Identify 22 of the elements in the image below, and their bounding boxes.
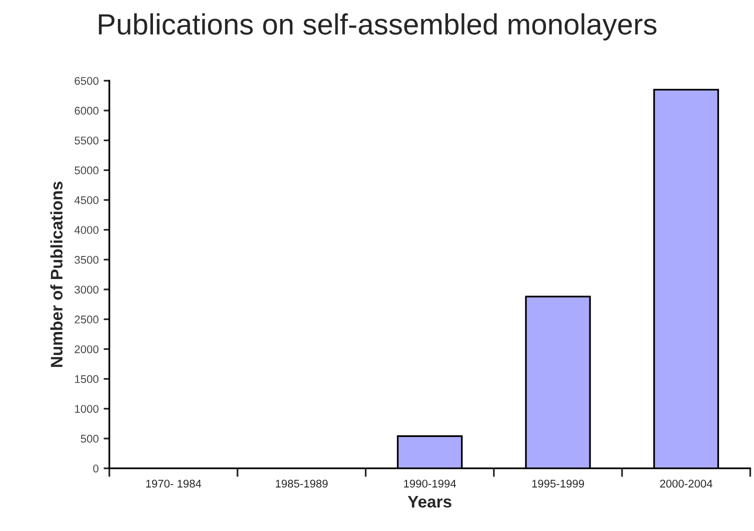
y-tick-label: 5500: [74, 136, 98, 144]
y-tick-label: 4000: [74, 226, 98, 234]
y-tick-label: 2500: [74, 316, 98, 324]
x-tick-label: 1995-1999: [532, 480, 584, 488]
y-tick-label: 500: [80, 434, 98, 443]
y-tick-label: 6000: [74, 106, 98, 115]
y-tick-label: 5000: [74, 166, 98, 174]
x-tick-label: 1985-1989: [276, 480, 328, 488]
y-tick-label: 2000: [74, 345, 98, 354]
y-tick-label: 4500: [74, 196, 98, 204]
y-tick-label: 1000: [75, 404, 98, 413]
y-tick-label: 1500: [75, 375, 98, 384]
x-tick-label: 1990-1994: [404, 480, 456, 488]
x-tick-label: 2000-2004: [660, 480, 712, 488]
y-tick-label: 0: [93, 464, 98, 472]
y-tick-label: 3000: [74, 286, 98, 294]
y-tick-label: 6500: [74, 76, 98, 85]
x-axis-title: Years: [408, 496, 452, 508]
x-tick-label: 1970- 1984: [146, 480, 202, 488]
y-axis-title: Number of Publications: [50, 182, 63, 367]
y-tick-label: 3500: [74, 256, 98, 264]
chart-title: Publications on self-assembled monolayers: [98, 13, 656, 40]
